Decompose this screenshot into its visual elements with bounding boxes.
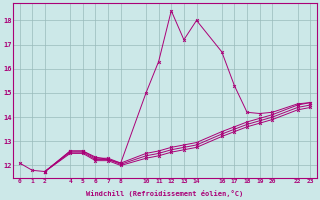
X-axis label: Windchill (Refroidissement éolien,°C): Windchill (Refroidissement éolien,°C) <box>86 190 244 197</box>
